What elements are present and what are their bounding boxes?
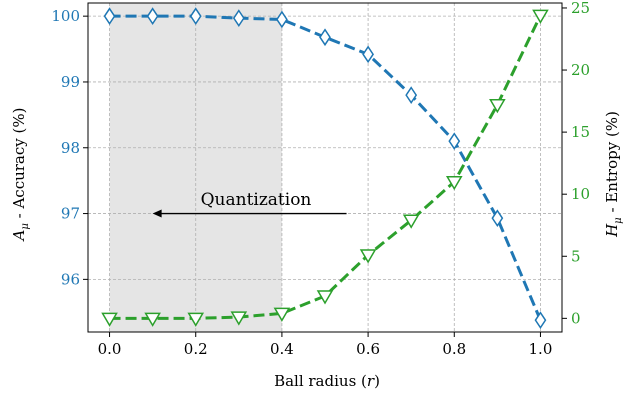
x-axis-label: Ball radius (r) <box>274 372 380 390</box>
left-axis-label-subscript: μ <box>20 223 31 230</box>
data-point-entropy <box>489 99 506 114</box>
shaded-region-layer <box>109 3 282 332</box>
left-tick-label: 97 <box>61 205 80 223</box>
right-axis-label: Hμ - Entropy (%) <box>603 111 624 238</box>
quantization-arrow-head <box>152 209 162 218</box>
right-axis-label-subscript: μ <box>613 217 624 224</box>
left-axis-label-text: - Accuracy (%) <box>10 108 28 224</box>
axes-frame <box>87 2 563 333</box>
data-point-accuracy <box>146 7 159 26</box>
data-point-entropy <box>101 312 118 327</box>
data-point-entropy <box>144 312 161 327</box>
data-point-accuracy <box>189 7 202 26</box>
x-tick-label: 0.0 <box>98 340 122 358</box>
x-tick-label: 0.8 <box>442 340 466 358</box>
right-axis-label-symbol: H <box>603 223 621 238</box>
left-axis-label-symbol: A <box>10 229 28 242</box>
data-point-entropy <box>187 312 205 327</box>
data-point-accuracy <box>276 10 288 29</box>
data-point-accuracy <box>362 45 374 64</box>
left-tick-label: 100 <box>51 7 80 25</box>
series-layer <box>101 7 549 330</box>
data-point-accuracy <box>232 9 245 27</box>
data-point-entropy <box>532 9 549 24</box>
data-point-entropy <box>359 249 377 264</box>
data-point-entropy <box>445 176 463 191</box>
right-tick-label: 5 <box>571 247 581 265</box>
data-point-accuracy <box>319 28 331 47</box>
quantization-shaded-region <box>109 3 282 332</box>
axes-frame-layer <box>87 2 563 333</box>
data-point-entropy <box>402 214 420 229</box>
data-point-accuracy <box>448 132 461 151</box>
right-tick-label: 10 <box>571 185 590 203</box>
x-tick-label: 1.0 <box>529 340 553 358</box>
right-tick-label: 25 <box>571 0 590 17</box>
series-line-accuracy <box>109 14 542 321</box>
left-tick-label: 96 <box>61 270 80 288</box>
data-point-accuracy <box>405 86 418 104</box>
data-point-entropy <box>230 311 248 326</box>
right-axis-label-text: - Entropy (%) <box>603 111 621 217</box>
data-point-accuracy <box>534 311 547 330</box>
x-tick-label: 0.4 <box>270 340 294 358</box>
quantization-annotation: Quantization <box>201 190 312 210</box>
left-tick-label: 99 <box>61 73 80 91</box>
data-point-accuracy <box>491 209 504 228</box>
series-line-entropy <box>109 14 542 320</box>
left-tick-label: 98 <box>61 139 80 157</box>
x-axis-label-part-3: ) <box>374 372 380 390</box>
data-point-accuracy <box>103 7 116 26</box>
right-tick-label: 0 <box>571 309 581 327</box>
left-axis-label: Aμ - Accuracy (%) <box>10 108 31 243</box>
x-axis-label-part-1: Ball radius ( <box>274 372 367 390</box>
right-tick-label: 15 <box>571 123 590 141</box>
data-point-entropy <box>316 290 334 305</box>
x-tick-label: 0.2 <box>184 340 208 358</box>
annotation-layer <box>152 209 347 218</box>
x-axis-label-var: r <box>367 372 375 390</box>
tick-layer: 0.0 0.2 0.4 0.6 0.8 1.0 96 97 98 99 100 0 5 10 15 20 25 <box>51 0 590 358</box>
x-tick-label: 0.6 <box>356 340 380 358</box>
right-tick-label: 20 <box>571 61 590 79</box>
data-point-entropy <box>273 307 291 322</box>
